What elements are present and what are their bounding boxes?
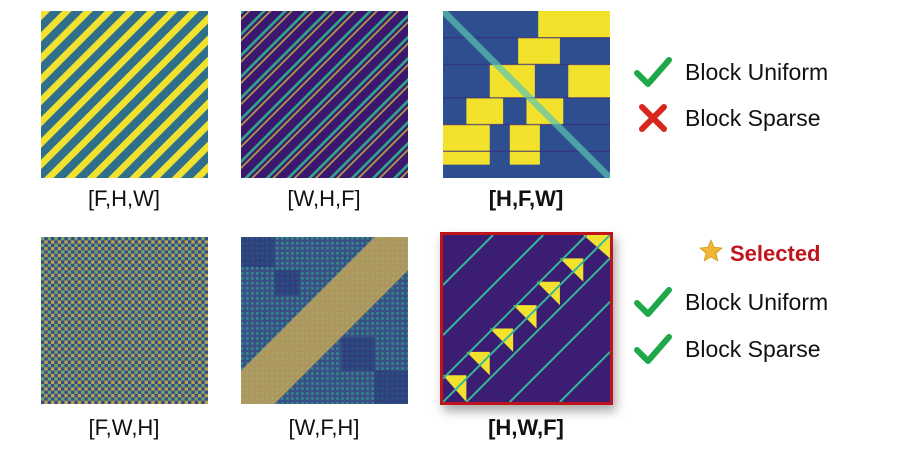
legend-text: Block Uniform (685, 59, 828, 86)
panel-label-whf: [W,H,F] (224, 186, 424, 212)
legend-top-block-uniform: Block Uniform (633, 52, 828, 92)
selected-highlight-frame (440, 232, 613, 405)
attention-map-wfh (241, 237, 408, 404)
legend-bottom-block-sparse: Block Sparse (633, 329, 821, 369)
attention-map-fwh (41, 237, 208, 404)
cross-icon (633, 98, 673, 138)
attention-map-fhw (41, 11, 208, 178)
panel-label-hwf: [H,W,F] (426, 415, 626, 441)
check-icon (633, 52, 673, 92)
legend-text: Block Uniform (685, 289, 828, 316)
check-icon (633, 329, 673, 369)
panel-label-fhw: [F,H,W] (24, 186, 224, 212)
check-icon (633, 282, 673, 322)
legend-top-block-sparse: Block Sparse (633, 98, 821, 138)
attention-map-whf (241, 11, 408, 178)
legend-text: Block Sparse (685, 105, 821, 132)
panel-label-wfh: [W,F,H] (224, 415, 424, 441)
star-icon (698, 238, 724, 269)
selected-badge: Selected (698, 238, 821, 269)
legend-text: Block Sparse (685, 336, 821, 363)
legend-bottom-block-uniform: Block Uniform (633, 282, 828, 322)
selected-label: Selected (730, 241, 821, 267)
panel-label-fwh: [F,W,H] (24, 415, 224, 441)
attention-map-hfw (443, 11, 610, 178)
panel-label-hfw: [H,F,W] (426, 186, 626, 212)
